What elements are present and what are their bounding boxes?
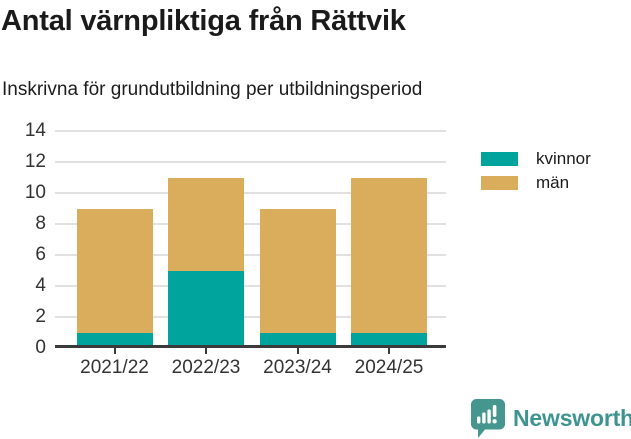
y-tick-label: 8 xyxy=(35,213,46,234)
legend-swatch xyxy=(481,152,518,166)
gridline xyxy=(55,316,446,318)
chart-title: Antal värnpliktiga från Rättvik xyxy=(1,5,406,37)
bar-segment-män xyxy=(259,208,336,333)
gridline xyxy=(55,254,446,256)
x-tick-label: 2023/24 xyxy=(263,357,332,378)
y-tick-label: 0 xyxy=(35,337,46,358)
legend-label: män xyxy=(536,173,570,192)
newsworthy-icon xyxy=(471,399,505,438)
gridline xyxy=(55,223,446,225)
bar-segment-kvinnor xyxy=(168,270,244,348)
y-tick-label: 10 xyxy=(24,182,46,203)
legend-swatch xyxy=(481,176,518,190)
bar-segment-män xyxy=(168,177,244,271)
gridline xyxy=(55,161,446,163)
x-tick xyxy=(388,348,390,354)
legend-label: kvinnor xyxy=(536,149,591,168)
newsworthy-logo: Newsworthy xyxy=(470,398,631,439)
x-tick xyxy=(205,348,207,354)
y-tick-label: 14 xyxy=(24,120,46,141)
gridline xyxy=(55,130,446,132)
gridline xyxy=(55,285,446,287)
bar-segment-kvinnor xyxy=(351,332,427,348)
gridline xyxy=(55,192,446,194)
legend: kvinnor män xyxy=(481,149,591,200)
x-tick-label: 2022/23 xyxy=(171,357,241,378)
x-tick xyxy=(113,348,116,354)
legend-item-män: män xyxy=(481,173,591,192)
y-tick-label: 6 xyxy=(35,244,46,265)
chart-subtitle: Inskrivna för grundutbildning per utbild… xyxy=(2,79,423,100)
x-axis-line xyxy=(55,345,446,348)
y-tick-label: 12 xyxy=(24,151,46,172)
x-tick-label: 2024/25 xyxy=(354,357,424,378)
y-tick-label: 2 xyxy=(35,306,46,327)
bar-segment-kvinnor xyxy=(76,332,153,348)
bar-segment-män xyxy=(76,208,153,333)
y-tick-label: 4 xyxy=(35,275,46,296)
bar-segment-kvinnor xyxy=(259,332,336,348)
bar-segment-män xyxy=(351,177,427,333)
newsworthy-brand-text: Newsworthy xyxy=(513,405,631,431)
x-tick-label: 2021/22 xyxy=(80,357,149,378)
legend-item-kvinnor: kvinnor xyxy=(481,149,591,168)
x-tick xyxy=(296,348,299,354)
